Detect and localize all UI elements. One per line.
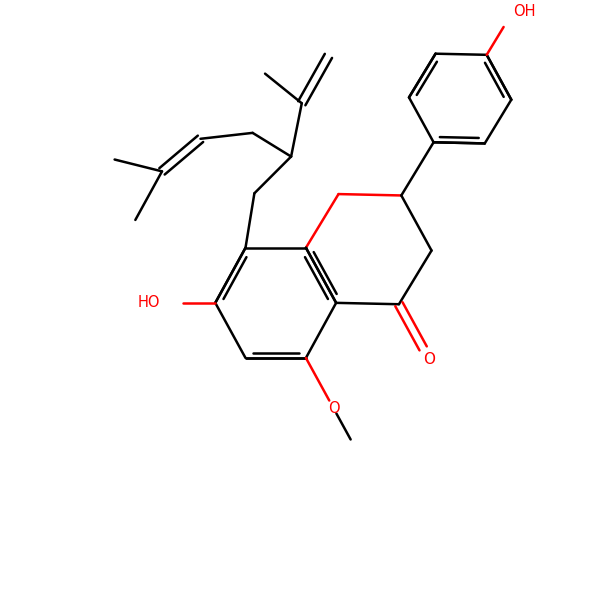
Text: O: O (424, 352, 436, 367)
Text: HO: HO (138, 295, 160, 310)
Text: OH: OH (513, 4, 535, 19)
Text: O: O (328, 401, 340, 416)
